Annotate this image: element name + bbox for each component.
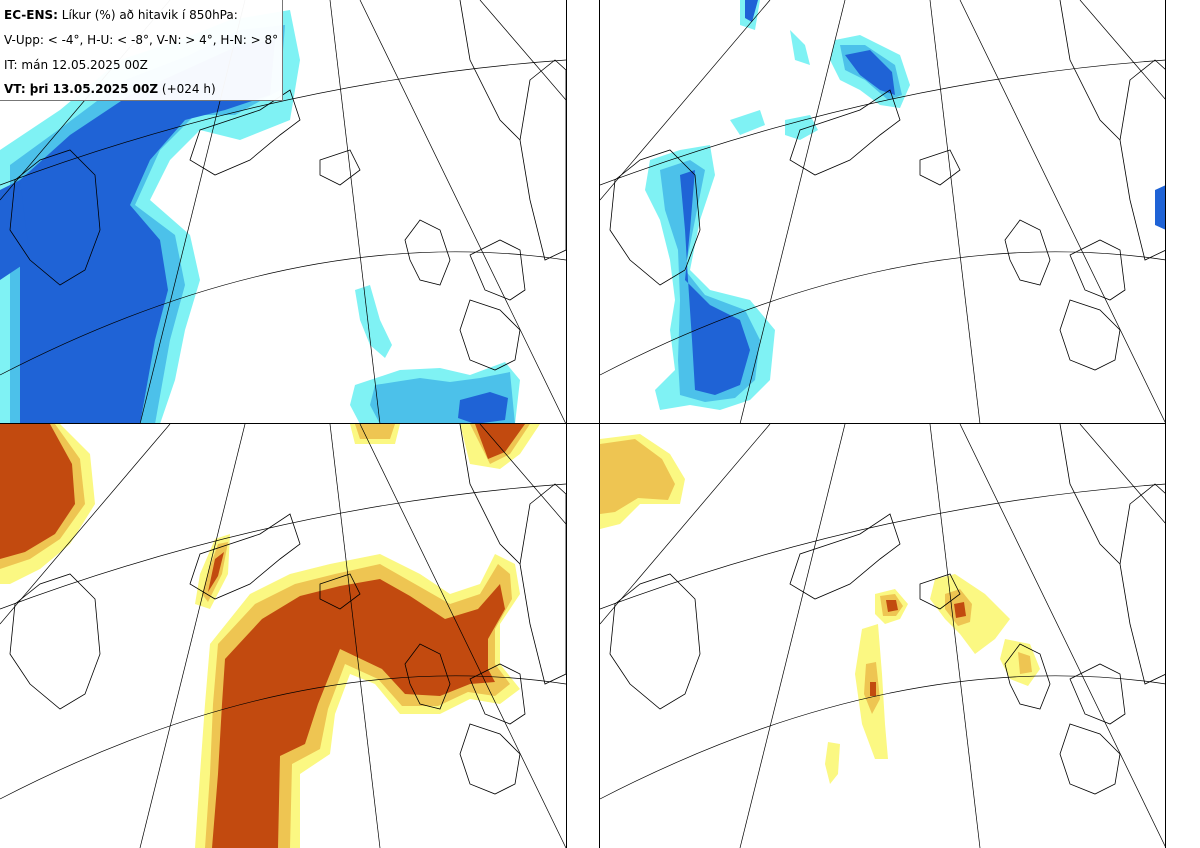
map-canvas <box>0 424 566 848</box>
lead-time: (+024 h) <box>161 82 216 96</box>
probability-field <box>0 10 520 424</box>
coastlines <box>9 0 566 371</box>
map-panel-warm-4: 100 95 65 35 5 <box>0 424 566 848</box>
map-panel-cold-8: 100 95 65 35 5 <box>600 0 1166 424</box>
map-panel-cold-4: 100 95 65 35 5 <box>0 0 566 424</box>
valid-time: VT: þri 13.05.2025 00Z <box>4 82 159 96</box>
model-name: EC-ENS: <box>4 8 58 22</box>
map-canvas <box>600 424 1166 848</box>
forecast-info-box: EC-ENS: Líkur (%) að hitavik í 850hPa: V… <box>0 0 283 101</box>
graticule <box>600 424 1166 848</box>
panel-divider-vertical-right <box>599 0 600 848</box>
probability-field <box>600 434 1040 784</box>
coastlines <box>609 424 1166 795</box>
coastlines <box>9 424 566 795</box>
map-canvas <box>600 0 1166 424</box>
probability-field <box>0 424 540 848</box>
header-title-line: EC-ENS: Líkur (%) að hitavik í 850hPa: <box>4 8 238 22</box>
product-title: Líkur (%) að hitavik í 850hPa: <box>61 8 238 22</box>
graticule <box>0 424 566 848</box>
graticule <box>600 0 1166 424</box>
panel-divider-outer-right <box>1165 0 1166 848</box>
panel-divider-horizontal <box>0 423 1166 424</box>
map-canvas <box>0 0 566 424</box>
init-time: IT: mán 12.05.2025 00Z <box>4 58 148 72</box>
map-panel-warm-8: 100 95 65 35 5 <box>600 424 1166 848</box>
coastlines <box>609 0 1166 371</box>
valid-time-line: VT: þri 13.05.2025 00Z (+024 h) <box>4 82 216 96</box>
panel-divider-vertical-left <box>566 0 567 848</box>
threshold-definitions: V-Upp: < -4°, H-U: < -8°, V-N: > 4°, H-N… <box>4 33 279 47</box>
probability-field <box>645 0 1166 410</box>
